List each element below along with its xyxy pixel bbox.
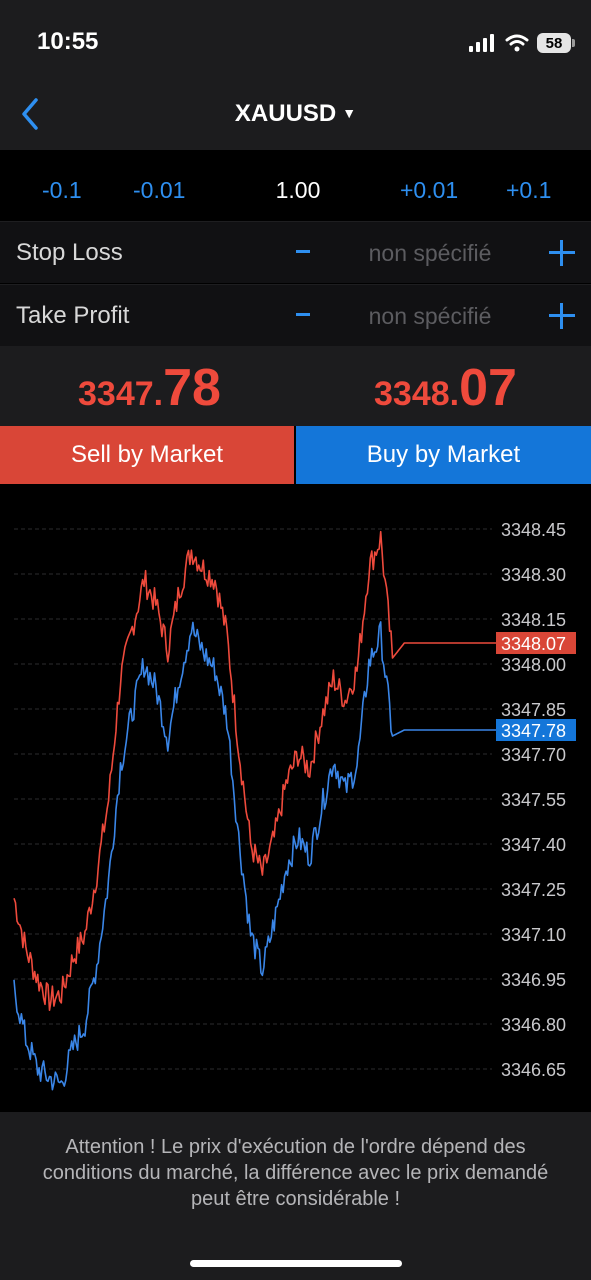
take-profit-value[interactable]: non spécifié [368,303,492,329]
y-tick-label: 3348.30 [501,565,566,585]
bid-price-tag: 3347.78 [501,721,566,741]
volume-plus-0-1-button[interactable]: +0.1 [506,177,552,203]
y-tick-label: 3347.40 [501,835,566,855]
price-chart: 3348.45 3348.30 3348.15 3348.00 3347.85 3347.… [0,484,591,1112]
signal-icon [469,34,494,52]
y-tick-label: 3348.15 [501,610,566,630]
wifi-icon [505,34,529,52]
caret-down-icon: ▼ [342,105,357,121]
chevron-left-icon [22,98,38,130]
nav-bar: XAUUSD ▼ [0,80,591,150]
y-tick-label: 3347.55 [501,790,566,810]
y-tick-label: 3347.25 [501,880,566,900]
bid-price-line [13,621,496,1091]
ask-price-tag: 3348.07 [501,634,566,654]
y-tick-label: 3347.85 [501,700,566,720]
buy-price-main: 3348. [374,375,460,413]
symbol-label: XAUUSD [234,100,337,127]
execution-warning: Attention ! Le prix d'exécution de l'ord… [42,1136,549,1210]
take-profit-label: Take Profit [16,302,130,329]
price-panel: 3347.78 3348.07 [0,346,591,426]
take-profit-plus-button[interactable] [549,303,575,329]
stop-loss-minus-button[interactable] [290,234,320,264]
y-tick-label: 3346.65 [501,1060,566,1080]
chart-svg: 3348.453348.303348.153348.003347.853347.… [13,520,576,1091]
back-button[interactable] [10,94,50,134]
volume-plus-0-01-button[interactable]: +0.01 [400,177,459,203]
battery-level: 58 [545,34,563,52]
symbol-selector[interactable]: XAUUSD ▼ [0,100,591,128]
stop-loss-plus-button[interactable] [549,240,575,266]
sell-by-market-button[interactable]: Sell by Market [0,426,294,484]
y-tick-label: 3346.80 [501,1015,566,1035]
y-tick-label: 3347.10 [501,925,566,945]
status-icons: 58 [469,30,575,56]
buy-price-big: 07 [459,359,517,417]
sell-price: 3347.78 [78,358,221,418]
footer: Attention ! Le prix d'exécution de l'ord… [0,1112,591,1280]
y-tick-label: 3347.70 [501,745,566,765]
volume-row: -0.1 -0.01 1.00 +0.01 +0.1 [0,160,591,220]
stop-loss-row: Stop Loss non spécifié [0,221,591,283]
ask-price-line [13,530,496,1012]
stop-loss-value[interactable]: non spécifié [368,240,492,266]
battery-icon: 58 [537,33,575,53]
ask-price-tag-bg [496,632,576,654]
y-tick-label: 3348.45 [501,520,566,540]
buy-by-market-button[interactable]: Buy by Market [296,426,591,484]
bid-price-tag-bg [496,719,576,741]
home-indicator[interactable] [190,1260,402,1267]
buy-price: 3348.07 [374,358,517,418]
y-tick-label: 3346.95 [501,970,566,990]
clock: 10:55 [37,28,99,55]
sell-price-big: 78 [163,359,221,417]
take-profit-minus-button[interactable] [290,297,320,327]
take-profit-row: Take Profit non spécifié [0,284,591,346]
stop-loss-label: Stop Loss [16,239,123,266]
volume-minus-0-01-button[interactable]: -0.01 [133,177,186,203]
volume-minus-0-1-button[interactable]: -0.1 [42,177,82,203]
y-tick-label: 3348.00 [501,655,566,675]
volume-value[interactable]: 1.00 [275,177,321,203]
sell-price-main: 3347. [78,375,164,413]
status-bar: 10:55 58 [0,0,591,80]
